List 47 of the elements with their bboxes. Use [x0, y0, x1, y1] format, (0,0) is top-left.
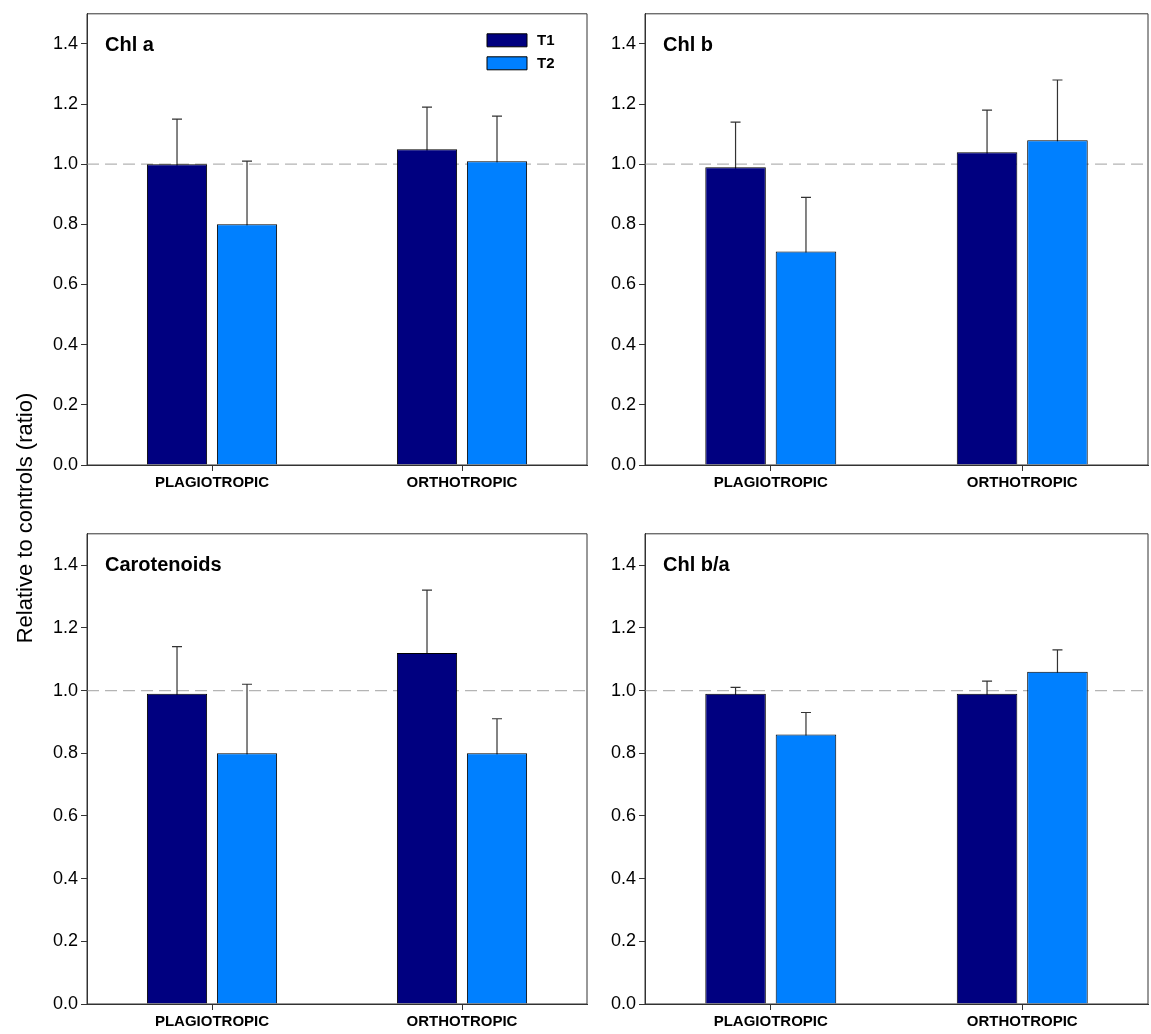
y-tick-label: 0.4 — [52, 333, 79, 354]
y-tick-label: 0.2 — [52, 930, 79, 951]
y-tick-label: 0.2 — [610, 930, 637, 951]
y-tick-label: 0.0 — [52, 453, 79, 474]
y-tick-label: 1.0 — [52, 679, 79, 700]
y-tick-label: 1.0 — [610, 679, 637, 700]
y-tick-label: 0.4 — [52, 867, 79, 888]
x-tick-label: ORTHOTROPIC — [966, 473, 1078, 491]
y-tick-label: 0.0 — [52, 992, 79, 1013]
y-tick-label: 0.2 — [52, 393, 79, 414]
legend-label: T1 — [537, 30, 555, 48]
y-axis-title: Relative to controls (ratio) — [12, 391, 38, 646]
y-tick-label: 0.6 — [610, 273, 637, 294]
y-tick-label: 1.4 — [610, 32, 637, 53]
y-tick-label: 1.2 — [610, 93, 637, 114]
y-tick-label: 1.0 — [610, 153, 637, 174]
y-tick-label: 0.8 — [610, 742, 637, 763]
y-tick-label: 0.2 — [610, 393, 637, 414]
y-tick-label: 0.4 — [610, 867, 637, 888]
legend-label: T2 — [537, 53, 555, 71]
y-tick-label: 0.6 — [52, 804, 79, 825]
text: Chl b — [663, 33, 714, 56]
x-tick-label: PLAGIOTROPIC — [154, 473, 270, 491]
x-tick-label: PLAGIOTROPIC — [713, 1012, 829, 1030]
y-tick-label: 1.2 — [52, 616, 79, 637]
text: Chl a — [105, 33, 155, 56]
y-tick-label: 1.0 — [52, 153, 79, 174]
text: Chl b/a — [663, 553, 731, 576]
y-tick-label: 0.6 — [52, 273, 79, 294]
x-tick-label: PLAGIOTROPIC — [154, 1012, 270, 1030]
y-tick-label: 0.8 — [610, 213, 637, 234]
x-tick-label: ORTHOTROPIC — [966, 1012, 1078, 1030]
x-tick-label: ORTHOTROPIC — [406, 473, 518, 491]
y-tick-label: 1.4 — [52, 554, 79, 575]
y-tick-label: 0.8 — [52, 742, 79, 763]
x-tick-label: PLAGIOTROPIC — [713, 473, 829, 491]
y-tick-label: 0.0 — [610, 453, 637, 474]
y-tick-label: 0.8 — [52, 213, 79, 234]
y-tick-label: 1.4 — [610, 554, 637, 575]
x-tick-label: ORTHOTROPIC — [406, 1012, 518, 1030]
text: Carotenoids — [105, 553, 222, 576]
y-tick-label: 1.2 — [52, 93, 79, 114]
y-tick-label: 1.4 — [52, 32, 79, 53]
y-tick-label: 0.0 — [610, 992, 637, 1013]
y-tick-label: 1.2 — [610, 616, 637, 637]
y-tick-label: 0.4 — [610, 333, 637, 354]
y-tick-label: 0.6 — [610, 804, 637, 825]
